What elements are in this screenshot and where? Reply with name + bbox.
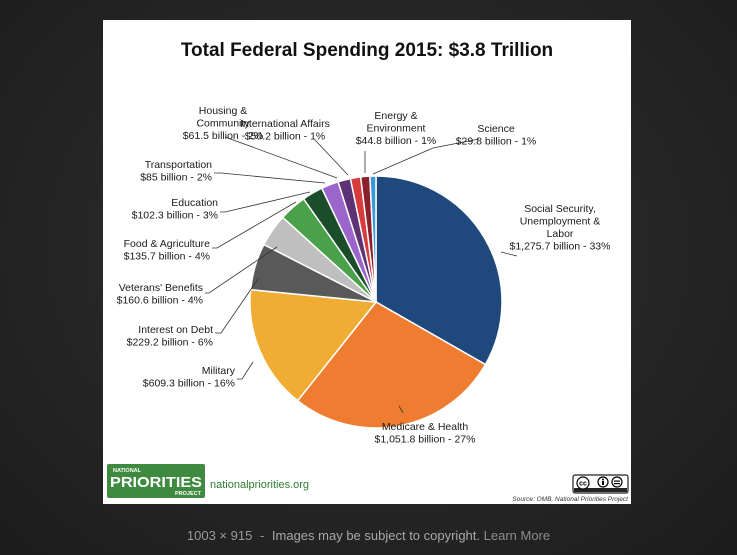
leader-medicare (398, 405, 404, 414)
learn-more-link[interactable]: Learn More (483, 528, 551, 543)
pie-chart: Total Federal Spending 2015: $3.8 Trilli… (107, 40, 629, 503)
cc-license-badge: cc (572, 474, 629, 494)
pie-slices (249, 175, 503, 429)
label-transportation: Transportation $85 billion - 2% (140, 159, 212, 184)
chart-title: Total Federal Spending 2015: $3.8 Trilli… (181, 40, 553, 61)
label-military: Military $609.3 billion - 16% (143, 365, 236, 390)
leader-international (314, 139, 349, 176)
slice-social-security (375, 175, 503, 366)
leader-science (372, 138, 480, 175)
cc-icon: cc (579, 481, 587, 488)
copyright-notice: Images may be subject to copyright. (271, 528, 481, 543)
leader-veterans (205, 246, 278, 294)
leader-food (212, 201, 297, 249)
slice-science (369, 175, 377, 303)
label-food: Food & Agriculture $135.7 billion - 4% (124, 238, 211, 263)
slice-medicare (296, 301, 487, 429)
label-housing: Housing & Community $61.5 billion - 2% (183, 105, 264, 142)
label-international: International Affairs $50.2 billion - 1% (240, 118, 330, 143)
leader-social-security (500, 251, 518, 257)
logo-bottom-text: PROJECT (175, 491, 202, 497)
footer-separator: - (259, 528, 265, 543)
leader-education (220, 191, 311, 213)
leader-interest (215, 278, 259, 334)
label-interest: Interest on Debt $229.2 billion - 6% (127, 324, 213, 349)
label-education: Education $102.3 billion - 3% (132, 197, 219, 222)
label-science: Science $29.8 billion - 1% (456, 123, 537, 148)
label-medicare: Medicare & Health $1,051.8 billion - 27% (375, 421, 476, 446)
source-note: Source: OMB, National Priorities Project (512, 496, 629, 503)
chart-card: Total Federal Spending 2015: $3.8 Trilli… (103, 20, 631, 504)
leader-military (237, 361, 254, 380)
site-link[interactable]: nationalpriorities.org (210, 479, 309, 491)
label-social-security: Social Security, Unemployment & Labor $1,27… (510, 203, 611, 253)
logo-top-text: NATIONAL (113, 468, 142, 474)
label-veterans: Veterans' Benefits $160.6 billion - 4% (117, 282, 203, 307)
image-dimensions: 1003 × 915 (186, 528, 253, 543)
npp-logo: NATIONAL PRIORITIES PROJECT (107, 464, 205, 498)
image-footer: 1003 × 915 - Images may be subject to co… (0, 528, 737, 543)
logo-main-text: PRIORITIES (110, 474, 202, 491)
slice-military (249, 288, 378, 402)
slice-labels: Social Security, Unemployment & Labor $1,27… (117, 105, 611, 446)
leader-housing (224, 136, 338, 179)
leader-transportation (214, 172, 326, 184)
leader-lines (205, 136, 518, 414)
label-energy: Energy & Environment $44.8 billion - 1% (356, 110, 437, 147)
